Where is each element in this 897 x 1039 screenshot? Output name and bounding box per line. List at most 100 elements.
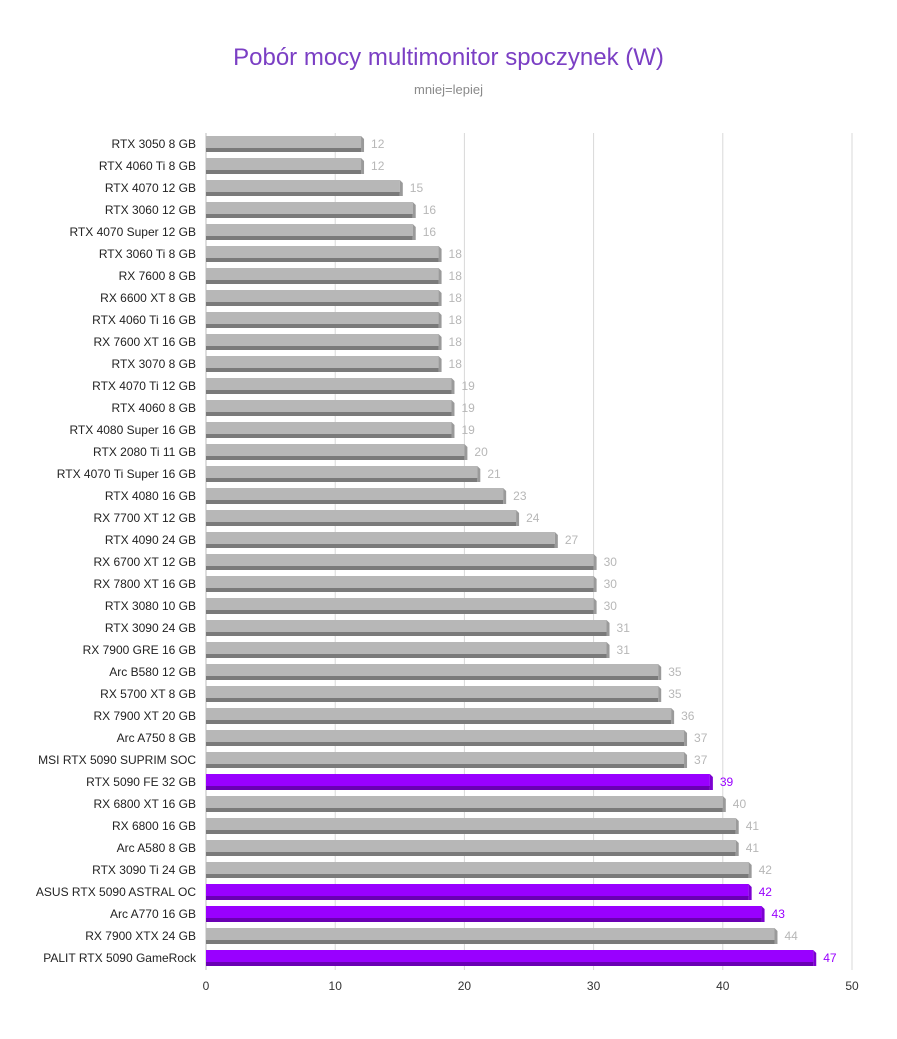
category-label: RTX 3060 12 GB — [105, 203, 196, 217]
bar-rtx-4070-ti-12-gb — [206, 378, 455, 394]
bar-cap — [451, 378, 455, 394]
bar-cap — [735, 818, 739, 834]
bar-cap — [658, 686, 662, 702]
bar-shadow — [206, 280, 439, 284]
bar-shadow — [206, 720, 672, 724]
bar-shadow — [206, 148, 362, 152]
value-label: 20 — [474, 445, 488, 459]
category-label: Arc B580 12 GB — [109, 665, 196, 679]
bar-rtx-4060-8-gb — [206, 400, 455, 416]
bar-cap — [438, 356, 442, 372]
bar-cap — [709, 774, 713, 790]
value-label: 42 — [759, 863, 773, 877]
value-label: 12 — [371, 159, 385, 173]
x-tick-label: 20 — [458, 979, 472, 993]
bar-arc-b580-12-gb — [206, 664, 662, 680]
bar-shadow — [206, 962, 814, 966]
value-label: 30 — [604, 555, 618, 569]
bar-face — [206, 906, 762, 919]
category-label: RX 5700 XT 8 GB — [100, 687, 196, 701]
bar-face — [206, 422, 452, 435]
value-label: 42 — [759, 885, 773, 899]
category-label: RTX 4070 12 GB — [105, 181, 196, 195]
category-label: RX 7600 8 GB — [119, 269, 196, 283]
value-label: 18 — [449, 291, 463, 305]
bar-shadow — [206, 368, 439, 372]
x-tick-label: 40 — [716, 979, 730, 993]
bar-shadow — [206, 632, 607, 636]
value-label: 30 — [604, 577, 618, 591]
bar-arc-a770-16-gb — [206, 906, 765, 922]
bar-shadow — [206, 874, 749, 878]
bar-face — [206, 884, 749, 897]
bar-shadow — [206, 236, 413, 240]
x-axis-ticks: 0 10 20 30 40 50 — [203, 979, 859, 993]
bar-shadow — [206, 588, 594, 592]
value-label: 19 — [461, 401, 475, 415]
bar-face — [206, 730, 685, 743]
bar-rx-6800-xt-16-gb — [206, 796, 726, 812]
bar-shadow — [206, 258, 439, 262]
value-label: 18 — [449, 269, 463, 283]
bar-rtx-3060-12-gb — [206, 202, 416, 218]
bar-shadow — [206, 896, 749, 900]
category-label: RX 7800 XT 16 GB — [93, 577, 196, 591]
category-label: RX 6600 XT 8 GB — [100, 291, 196, 305]
bar-face — [206, 796, 723, 809]
category-label: RX 7900 XTX 24 GB — [85, 929, 196, 943]
bar-face — [206, 686, 659, 699]
bar-face — [206, 246, 439, 259]
bar-face — [206, 708, 672, 721]
bar-face — [206, 400, 452, 413]
bar-rx-7900-xtx-24-gb — [206, 928, 778, 944]
value-label: 18 — [449, 313, 463, 327]
bar-face — [206, 862, 749, 875]
category-label: MSI RTX 5090 SUPRIM SOC — [38, 753, 196, 767]
chart-title: Pobór mocy multimonitor spoczynek (W) — [233, 44, 664, 71]
bar-shadow — [206, 214, 413, 218]
bar-cap — [774, 928, 778, 944]
category-label: RTX 3070 8 GB — [112, 357, 197, 371]
bar-face — [206, 620, 607, 633]
bar-rtx-4080-16-gb — [206, 488, 507, 504]
category-label: RTX 3050 8 GB — [112, 137, 197, 151]
bar-cap — [438, 246, 442, 262]
category-label: RTX 2080 Ti 11 GB — [93, 445, 196, 459]
bar-face — [206, 378, 452, 391]
bar-rx-6700-xt-12-gb — [206, 554, 597, 570]
bar-cap — [412, 202, 416, 218]
category-label: RTX 3060 Ti 8 GB — [99, 247, 196, 261]
bar-rtx-4070-12-gb — [206, 180, 403, 196]
value-label: 31 — [617, 621, 631, 635]
category-label: RX 6800 16 GB — [112, 819, 196, 833]
bar-rx-7800-xt-16-gb — [206, 576, 597, 592]
bar-rx-7700-xt-12-gb — [206, 510, 520, 526]
bar-rx-7900-xt-20-gb — [206, 708, 675, 724]
bar-shadow — [206, 698, 659, 702]
bar-shadow — [206, 390, 452, 394]
bar-cap — [593, 598, 597, 614]
bar-shadow — [206, 676, 659, 680]
category-label: RTX 4070 Ti Super 16 GB — [57, 467, 196, 481]
bar-face — [206, 444, 465, 457]
bar-cap — [412, 224, 416, 240]
bar-shadow — [206, 456, 465, 460]
bar-cap — [658, 664, 662, 680]
bar-shadow — [206, 478, 478, 482]
bar-shadow — [206, 764, 685, 768]
category-label: RTX 3090 24 GB — [105, 621, 196, 635]
bar-cap — [593, 554, 597, 570]
bar-shadow — [206, 786, 710, 790]
bar-face — [206, 928, 775, 941]
value-label: 40 — [733, 797, 747, 811]
bar-shadow — [206, 346, 439, 350]
x-tick-label: 0 — [203, 979, 210, 993]
value-label: 35 — [668, 665, 682, 679]
category-label: RTX 4060 8 GB — [112, 401, 197, 415]
value-label: 12 — [371, 137, 385, 151]
bar-cap — [399, 180, 403, 196]
category-label: RTX 3080 10 GB — [105, 599, 196, 613]
bar-palit-rtx-5090-gamerock — [206, 950, 817, 966]
bar-shadow — [206, 808, 723, 812]
